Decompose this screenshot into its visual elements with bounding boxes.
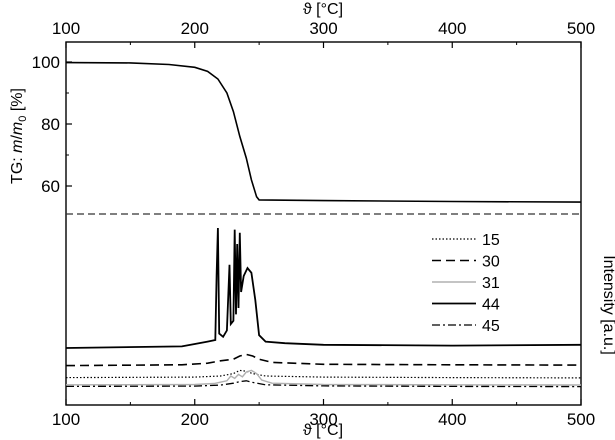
ms-series-line-45	[65, 380, 582, 388]
legend-label-30: 30	[482, 254, 500, 271]
ms-y-axis-title: Intensity [a.u.]	[600, 255, 615, 355]
legend-label-45: 45	[482, 318, 500, 335]
x-tick-label-top-400: 400	[438, 19, 466, 38]
x-tick-label-top-100: 100	[52, 19, 80, 38]
tg-y-axis-title-m: m	[9, 140, 26, 153]
tg-y-axis-title-m0: m	[9, 122, 26, 135]
x-tick-label-bottom-200: 200	[181, 410, 209, 429]
ms-series-line-30	[65, 353, 582, 367]
ms-series-line-31	[65, 369, 582, 386]
x-tick-label-bottom-500: 500	[567, 410, 595, 429]
tg-y-axis-title: TG: m/m0 [%]	[9, 88, 29, 184]
tg-y-axis-title-unit: [%]	[9, 88, 26, 116]
legend-label-15: 15	[482, 232, 500, 249]
tg-y-axis-title-prefix: TG:	[9, 153, 26, 184]
ms-series-line-44	[65, 227, 582, 349]
plot-area: 100 100 200 200 300 300 400 400 500 500 60 80 100 15 3…	[32, 19, 596, 429]
x-axis-title-top: ϑ [°C]	[303, 1, 343, 18]
x-tick-label-top-500: 500	[567, 19, 595, 38]
tg-series-line-0	[65, 61, 582, 203]
plot-frame	[65, 41, 582, 406]
tg-y-axis-title-sub: 0	[17, 116, 29, 122]
x-tick-label-bottom-300: 300	[309, 410, 337, 429]
x-tick-label-bottom-100: 100	[52, 410, 80, 429]
x-tick-label-top-300: 300	[309, 19, 337, 38]
legend-label-31: 31	[482, 275, 500, 292]
x-tick-label-top-200: 200	[181, 19, 209, 38]
tg-y-axis-title-slash: /	[9, 135, 26, 140]
tg-y-tick-label-100: 100	[32, 53, 60, 72]
legend-label-44: 44	[482, 297, 500, 314]
tg-y-tick-label-80: 80	[41, 115, 60, 134]
ms-series-line-15	[65, 369, 582, 379]
x-axis-title-bottom: ϑ [°C]	[303, 422, 343, 439]
tg-y-tick-label-60: 60	[41, 177, 60, 196]
x-tick-label-bottom-400: 400	[438, 410, 466, 429]
